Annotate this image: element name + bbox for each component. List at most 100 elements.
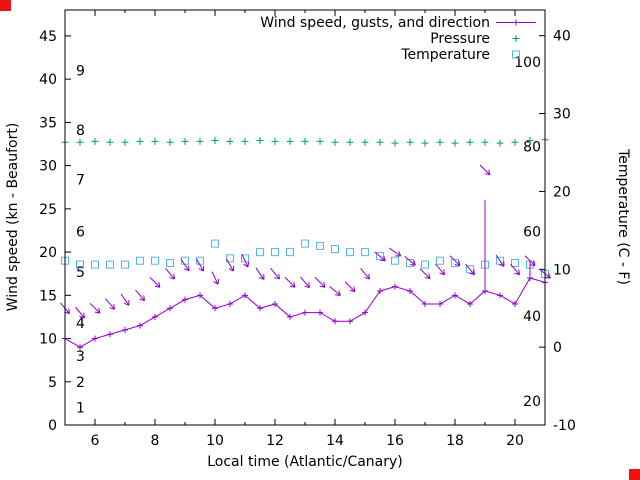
pressure-marker — [421, 139, 429, 147]
beaufort-scale-label: 7 — [76, 172, 85, 188]
wind-speed-marker — [452, 292, 458, 299]
wind-direction-arrow — [314, 277, 326, 288]
wind-speed-marker — [257, 305, 263, 312]
x-tick-label: 14 — [326, 433, 344, 449]
wind-direction-arrow — [524, 255, 536, 267]
temperature-marker — [271, 248, 279, 257]
pressure-marker — [241, 137, 249, 145]
temperature-marker — [361, 248, 369, 257]
legend-sample-marker-pressure — [512, 35, 520, 42]
temperature-marker — [121, 260, 129, 269]
fahrenheit-scale-label: 20 — [523, 394, 541, 410]
temperature-marker — [451, 259, 459, 268]
wind-speed-marker — [167, 305, 173, 312]
wind-direction-arrow — [388, 247, 402, 257]
wind-speed-marker — [182, 296, 188, 303]
x-tick-label: 16 — [386, 433, 404, 449]
wind-direction-arrow — [270, 268, 280, 280]
x-tick-label: 20 — [506, 433, 524, 449]
fahrenheit-scale-label: 80 — [523, 140, 541, 156]
wind-direction-arrow — [510, 263, 520, 276]
pressure-marker — [121, 138, 129, 146]
pressure-marker — [316, 137, 324, 145]
pressure-marker — [286, 137, 294, 145]
pressure-marker — [76, 138, 84, 146]
plot-border — [64, 9, 546, 426]
beaufort-scale-label: 5 — [76, 265, 85, 281]
wind-speed-marker — [77, 344, 83, 351]
temperature-marker — [316, 241, 324, 250]
wind-speed-marker — [317, 309, 323, 316]
wind-speed-marker — [347, 318, 353, 325]
pressure-marker — [226, 137, 234, 145]
wind-direction-arrow — [120, 293, 130, 306]
y-right-tick-label: -10 — [553, 418, 576, 434]
pressure-marker — [166, 138, 174, 146]
pressure-marker — [481, 138, 489, 146]
pressure-marker — [136, 137, 144, 145]
x-tick-label: 12 — [266, 433, 284, 449]
legend-sample-marker-wind — [513, 19, 519, 26]
pressure-marker — [526, 137, 534, 145]
wind-direction-arrow — [149, 277, 161, 288]
pressure-marker — [91, 137, 99, 145]
wind-direction-arrow — [435, 263, 445, 276]
wind-direction-arrow — [404, 255, 416, 266]
wind-speed-marker — [497, 292, 503, 299]
temperature-marker — [301, 239, 309, 248]
y-left-tick-label: 20 — [39, 245, 57, 261]
wind-direction-arrow — [135, 289, 145, 302]
temperature-marker — [391, 256, 399, 265]
pressure-marker — [256, 137, 264, 145]
wind-speed-marker — [212, 305, 218, 312]
pressure-marker — [391, 139, 399, 147]
wind-speed-marker — [302, 309, 308, 316]
x-tick-label: 10 — [206, 433, 224, 449]
wind-direction-arrow — [211, 271, 220, 285]
pressure-marker — [496, 139, 504, 147]
wind-direction-arrow — [284, 277, 296, 288]
y-left-tick-label: 10 — [39, 332, 57, 348]
wind-speed-marker — [122, 326, 128, 333]
wind-direction-arrow — [360, 268, 370, 280]
y-right-tick-label: 0 — [553, 340, 562, 356]
wind-speed-marker — [437, 300, 443, 307]
wind-direction-arrow — [344, 281, 356, 293]
y-right-tick-label: 30 — [553, 107, 571, 123]
beaufort-scale-label: 8 — [76, 123, 85, 139]
x-tick-label: 18 — [446, 433, 464, 449]
wind-speed-marker — [107, 331, 113, 338]
wind-speed-marker — [392, 283, 398, 290]
y-left-tick-label: 30 — [39, 159, 57, 175]
temperature-marker — [346, 248, 354, 257]
wind-speed-marker — [332, 318, 338, 325]
legend-label-pressure: Pressure — [430, 31, 490, 47]
temperature-marker — [106, 260, 114, 269]
x-axis-label: Local time (Atlantic/Canary) — [207, 454, 403, 470]
legend-label-wind: Wind speed, gusts, and direction — [260, 15, 490, 31]
temperature-marker — [436, 256, 444, 265]
pressure-marker — [376, 138, 384, 146]
wind-direction-arrow — [300, 276, 310, 289]
pressure-marker — [466, 138, 474, 146]
pressure-marker — [271, 137, 279, 145]
wind-direction-arrow — [89, 302, 101, 314]
wind-direction-arrow — [449, 255, 461, 267]
x-tick-label: 6 — [91, 433, 100, 449]
temperature-marker — [211, 239, 219, 248]
wind-speed-marker — [152, 313, 158, 320]
wind-direction-arrow — [196, 258, 205, 272]
fahrenheit-scale-label: 60 — [523, 224, 541, 240]
temperature-marker — [421, 260, 429, 269]
y-right-tick-label: 40 — [553, 29, 571, 45]
pressure-marker — [361, 138, 369, 146]
pressure-marker — [106, 138, 114, 146]
x-tick-label: 8 — [151, 433, 160, 449]
pressure-marker — [406, 138, 414, 146]
wind-speed-marker — [287, 313, 293, 320]
wind-speed-marker — [377, 287, 383, 294]
y-right-axis-label: Temperature (C - F) — [615, 148, 631, 285]
temperature-marker — [151, 256, 159, 265]
wind-speed-marker — [467, 300, 473, 307]
